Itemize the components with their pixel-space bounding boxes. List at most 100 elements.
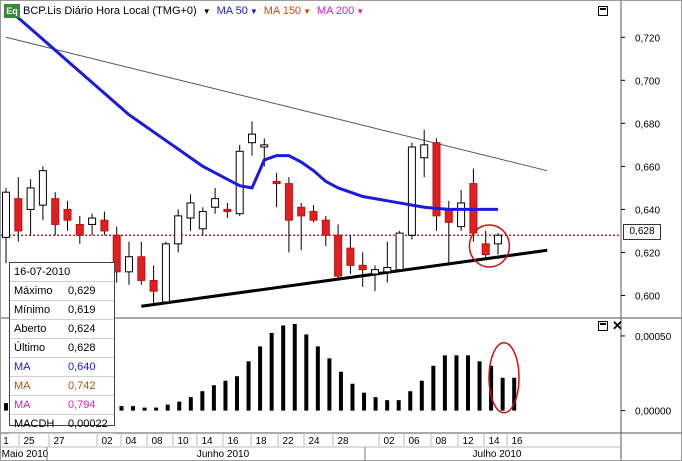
candle-down	[272, 180, 281, 185]
macd-bar	[512, 377, 517, 411]
candle-up	[38, 170, 47, 206]
main-pane-maximize-icon[interactable]	[598, 6, 608, 16]
info-row-label: MA	[14, 361, 31, 373]
candle-down	[14, 198, 23, 232]
day-tick-label: 12	[462, 436, 474, 447]
macd-bar	[281, 325, 286, 411]
macd-bar	[4, 403, 8, 411]
last-price-value: 0,628	[629, 226, 655, 237]
candle-up	[26, 187, 35, 210]
candle-down	[297, 206, 306, 217]
chart-header: BCP.Lis Diário Hora Local (TMG+0) ▼ MA 5…	[23, 3, 364, 19]
info-row-value: 0,628	[68, 342, 96, 354]
info-row: Último 0,628	[10, 339, 114, 358]
title-dropdown-icon[interactable]: ▼	[202, 6, 211, 16]
macd-bar	[500, 377, 505, 411]
macd-bar	[269, 332, 274, 411]
day-tick-label: 28	[337, 436, 349, 447]
macd-bar	[142, 407, 147, 411]
candle-up	[407, 146, 416, 236]
legend-ma50-dropdown-icon[interactable]: ▼	[249, 6, 258, 16]
info-row-value: 0,624	[68, 323, 96, 335]
candle-down	[284, 183, 293, 221]
macd-bar	[442, 355, 447, 411]
candle-up	[383, 267, 392, 273]
macd-pane-maximize-icon[interactable]	[598, 321, 608, 331]
annotation-circle-price	[468, 224, 511, 268]
legend-ma150-label: MA 150	[263, 5, 302, 17]
legend-ma150-dropdown-icon[interactable]: ▼	[303, 6, 311, 16]
month-tick-label: Julho 2010	[473, 449, 522, 460]
legend-ma150[interactable]: MA 150 ▼	[264, 5, 311, 17]
legend-ma200-dropdown-icon[interactable]: ▼	[356, 6, 365, 16]
day-tick-label: 14	[201, 436, 213, 447]
price-tick-label: 0,620	[635, 248, 660, 259]
annotation-circle-macd	[488, 341, 520, 414]
macd-bar	[419, 380, 424, 411]
legend-ma200[interactable]: MA 200 ▼	[317, 5, 364, 17]
macd-tick-label: 0,00000	[635, 407, 672, 418]
macd-tick-label: 0,00050	[635, 332, 672, 343]
info-row-label: Máximo	[14, 285, 53, 297]
macd-pane-close-icon[interactable]: ✕	[612, 318, 623, 333]
info-row: Máximo 0,629	[10, 282, 114, 301]
macd-bar	[131, 406, 136, 411]
app-logo[interactable]: Eq	[4, 4, 20, 18]
data-info-box: 16-07-2010 Máximo 0,629 Mínimo 0,619 Aberto 0…	[9, 262, 115, 434]
candle-down	[137, 256, 146, 281]
legend-ma50-label: MA 50	[216, 5, 248, 17]
last-price-tag: 0,628	[623, 224, 661, 240]
info-date-value: 16-07-2010	[14, 266, 71, 278]
candle-up	[420, 144, 429, 159]
legend-ma50[interactable]: MA 50 ▼	[217, 5, 258, 17]
info-row: MA 0,640	[10, 358, 114, 377]
ma50-line	[5, 8, 498, 211]
candle-up	[88, 217, 97, 225]
macd-bar	[304, 334, 309, 411]
macd-bar	[119, 406, 124, 411]
info-row: Aberto 0,624	[10, 320, 114, 339]
macd-bar	[177, 401, 182, 411]
candle-up	[186, 202, 195, 219]
info-row-label: Aberto	[14, 323, 47, 335]
macd-bar	[373, 397, 378, 411]
candle-up	[2, 191, 10, 238]
candle-down	[321, 219, 330, 236]
macd-bar	[188, 397, 193, 411]
day-tick-label: 25	[23, 436, 35, 447]
day-tick-label: 16	[227, 436, 239, 447]
day-tick-label: 24	[308, 436, 320, 447]
day-tick-label: 1	[3, 436, 9, 447]
macd-bar	[385, 400, 390, 411]
month-tick-label: Junho 2010	[197, 449, 250, 460]
info-row-label: Mínimo	[14, 304, 51, 316]
candle-up	[211, 198, 220, 208]
info-row: MACDH 0,00022	[10, 415, 114, 434]
macd-bar	[408, 391, 413, 411]
candle-up	[260, 144, 269, 148]
macd-bar	[235, 376, 239, 411]
info-row: MA 0,794	[10, 396, 114, 415]
info-row-value: 0,742	[68, 380, 96, 392]
instrument-title[interactable]: BCP.Lis Diário Hora Local (TMG+0)	[23, 5, 197, 17]
candle-down	[100, 219, 109, 232]
candle-down	[149, 279, 158, 292]
candle-up	[161, 243, 170, 303]
price-tick-label: 0,680	[635, 119, 660, 130]
info-row-label: Último	[14, 342, 46, 354]
info-row-value: 0,794	[68, 399, 96, 411]
macd-bar	[489, 365, 494, 411]
price-tick-label: 0,700	[635, 76, 660, 87]
candle-down	[444, 208, 453, 223]
day-tick-label: 08	[435, 436, 447, 447]
day-tick-label: 04	[125, 436, 137, 447]
day-tick-label: 02	[383, 436, 395, 447]
macd-bar	[454, 355, 459, 411]
candle-up	[248, 133, 256, 144]
candle-up	[174, 215, 183, 245]
day-tick-label: 27	[53, 436, 65, 447]
day-tick-label: 18	[255, 436, 267, 447]
info-row-value: 0,619	[68, 304, 96, 316]
price-tick-label: 0,720	[635, 33, 660, 44]
